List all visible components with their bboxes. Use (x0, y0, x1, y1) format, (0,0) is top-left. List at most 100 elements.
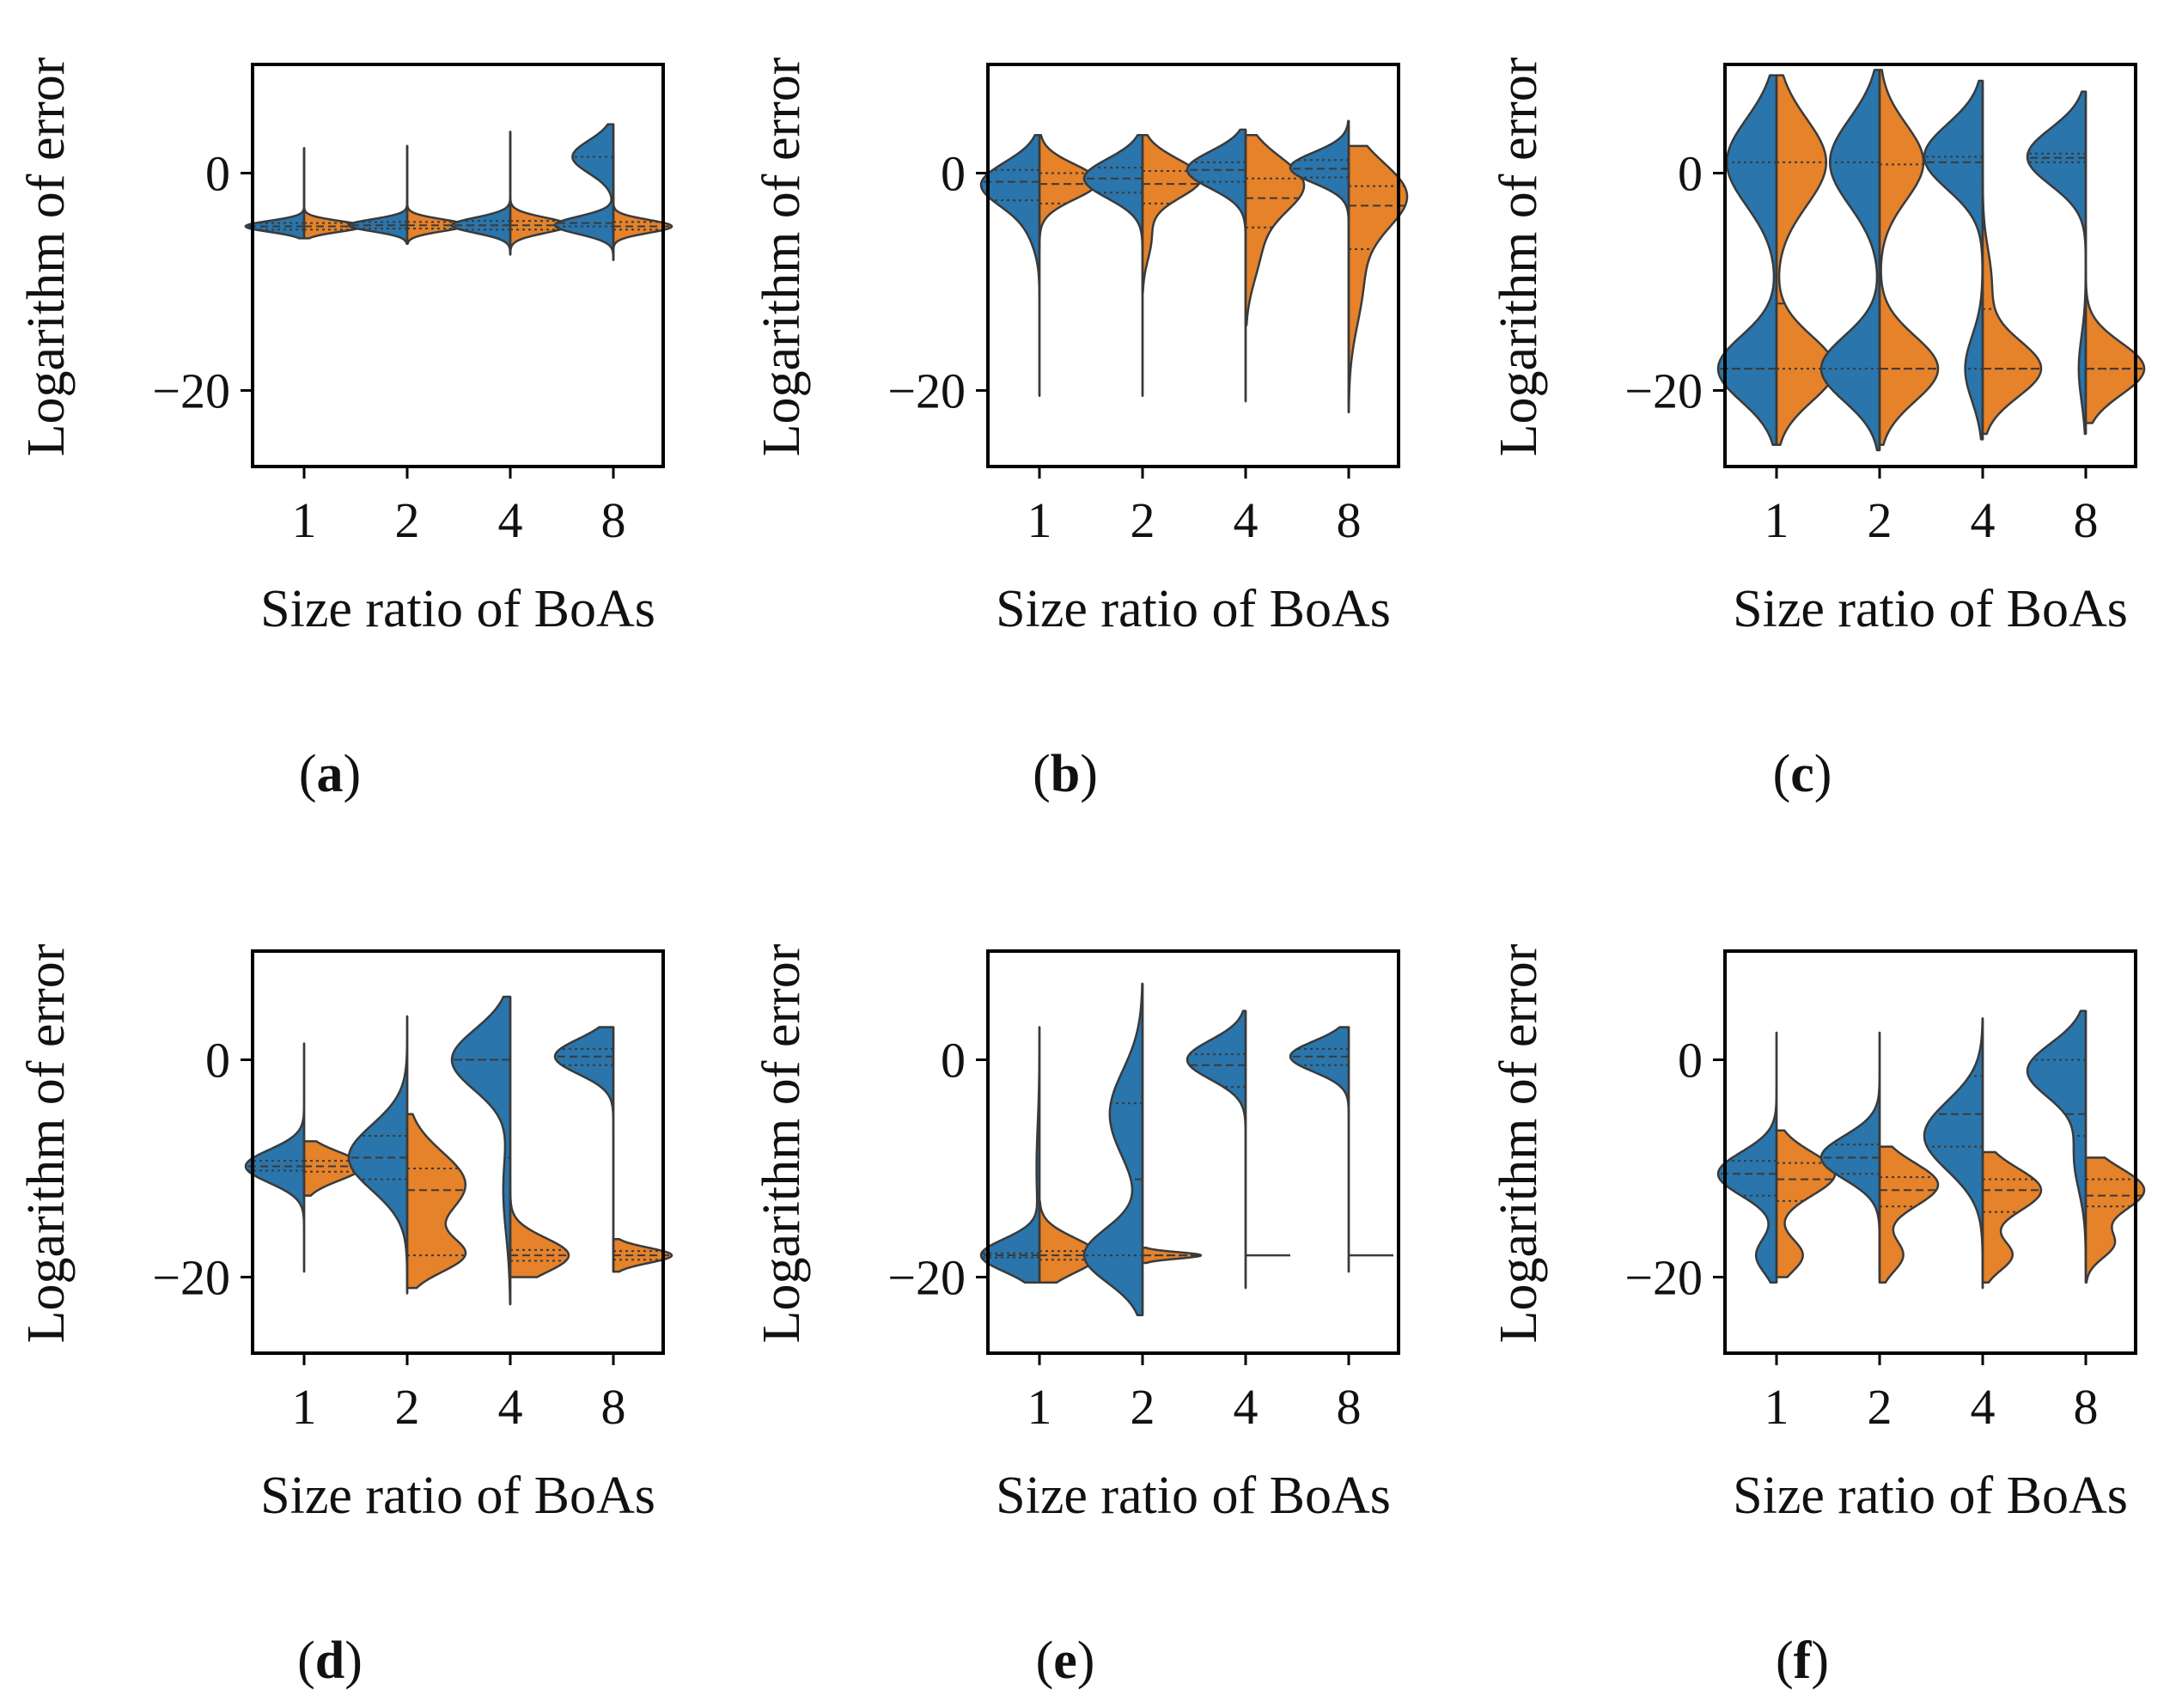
xtick-label: 1 (1764, 1379, 1789, 1435)
xtick-label: 1 (292, 492, 317, 548)
ytick-label: −20 (152, 1249, 230, 1305)
caption-close-paren: ) (344, 1632, 363, 1690)
ytick-label: −20 (887, 363, 966, 418)
violin-2 (1082, 982, 1203, 1316)
panels: 0 −20 1 2 4 8 Size ratio of BoAs Logarithm of e… (17, 57, 2146, 1690)
violin-half-left (450, 995, 512, 1306)
violin-2 (1819, 69, 1940, 452)
violin-8 (2026, 1010, 2146, 1284)
xtick-label: 4 (1971, 1379, 1996, 1435)
ytick-label: −20 (1624, 1249, 1703, 1305)
xtick-label: 8 (2074, 1379, 2099, 1435)
caption-open-paren: ( (1773, 745, 1791, 803)
violin-1 (1716, 1031, 1837, 1284)
subplot-d: 0 −20 1 2 4 8 Size ratio of BoAs Logarithm of e… (17, 943, 673, 1690)
y-axis-label: Logarithm of error (17, 943, 76, 1343)
caption-close-paren: ) (1077, 1632, 1095, 1690)
axes-frame (1723, 949, 2137, 1355)
y-axis-label: Logarithm of error (1490, 57, 1548, 456)
y-axis-label: Logarithm of error (753, 943, 811, 1343)
violin-half-right (1038, 1199, 1100, 1284)
ytick-label: −20 (152, 363, 230, 418)
x-axis-label: Size ratio of BoAs (1733, 1467, 2128, 1525)
axes-frame (251, 949, 665, 1355)
subplot-b: 0 −20 1 2 4 8 Size ratio of BoAs Logarithm of e… (753, 57, 1409, 803)
violin-half-right (1775, 1129, 1837, 1278)
caption-open-paren: ( (297, 1632, 315, 1690)
subplot-caption: (c) (1773, 745, 1832, 803)
y-axis-label: Logarithm of error (1490, 943, 1548, 1343)
subplot-a: 0 −20 1 2 4 8 Size ratio of BoAs Logarithm of e… (17, 57, 673, 803)
violin-4 (450, 995, 570, 1306)
caption-close-paren: ) (344, 745, 362, 803)
subplot-caption: (e) (1036, 1632, 1095, 1690)
violin-8 (553, 1026, 673, 1273)
ytick-label: 0 (1678, 1032, 1703, 1088)
caption-open-paren: ( (1036, 1632, 1054, 1690)
violin-half-right (1038, 133, 1100, 251)
xtick-label: 1 (1027, 492, 1052, 548)
xtick-label: 4 (1234, 492, 1259, 548)
xtick-label: 4 (498, 492, 523, 548)
subplot-caption: (b) (1033, 745, 1098, 803)
xtick-label: 1 (1027, 1379, 1052, 1435)
violin-2 (347, 1015, 467, 1295)
caption-close-paren: ) (1814, 745, 1832, 803)
ytick-label: −20 (1624, 363, 1703, 418)
caption-letter: e (1053, 1632, 1077, 1690)
subplot-caption: (a) (299, 745, 361, 803)
xtick-label: 8 (1337, 492, 1362, 548)
violin-8 (1289, 1026, 1393, 1273)
violin-4 (1923, 79, 2043, 441)
y-axis-label: Logarithm of error (17, 57, 76, 456)
x-axis-label: Size ratio of BoAs (996, 1467, 1391, 1525)
violin-2 (1082, 133, 1203, 398)
axes-frame (1723, 63, 2137, 468)
xtick-label: 2 (1868, 492, 1892, 548)
violin-half-right (1878, 1145, 1940, 1284)
violin-4 (1185, 1010, 1290, 1290)
caption-letter: f (1794, 1632, 1813, 1690)
violin-1 (979, 133, 1100, 398)
violin-2 (1819, 1031, 1940, 1284)
violin-8 (1289, 119, 1409, 414)
caption-letter: c (1790, 745, 1814, 803)
axes-frame (251, 63, 665, 468)
violin-2 (347, 144, 467, 245)
xtick-label: 4 (498, 1379, 523, 1435)
x-axis-label: Size ratio of BoAs (260, 1467, 655, 1525)
violin-half-right (1347, 144, 1409, 414)
caption-letter: b (1051, 745, 1080, 803)
violin-1 (1716, 74, 1837, 446)
caption-letter: a (317, 745, 344, 803)
caption-open-paren: ( (1776, 1632, 1794, 1690)
x-axis-label: Size ratio of BoAs (260, 580, 655, 638)
xtick-label: 8 (1337, 1379, 1362, 1435)
subplot-caption: (d) (297, 1632, 363, 1690)
subplot-e: 0 −20 1 2 4 8 Size ratio of BoAs Logarithm of e… (753, 943, 1400, 1690)
xtick-label: 2 (1131, 492, 1155, 548)
violin-half-right (405, 1113, 467, 1290)
xtick-label: 1 (292, 1379, 317, 1435)
xtick-label: 8 (601, 1379, 626, 1435)
xtick-label: 8 (2074, 492, 2099, 548)
y-axis-label: Logarithm of error (753, 57, 811, 456)
caption-close-paren: ) (1811, 1632, 1829, 1690)
ytick-label: −20 (887, 1249, 966, 1305)
xtick-label: 8 (601, 492, 626, 548)
xtick-label: 4 (1971, 492, 1996, 548)
ytick-label: 0 (205, 1032, 230, 1088)
subplot-c: 0 −20 1 2 4 8 Size ratio of BoAs Logarithm of e… (1490, 57, 2146, 803)
violin-half-left (1082, 982, 1144, 1316)
subplot-caption: (f) (1776, 1632, 1829, 1690)
violin-half-right (1244, 133, 1306, 326)
ytick-label: 0 (941, 1032, 966, 1088)
xtick-label: 4 (1234, 1379, 1259, 1435)
axes-frame (986, 949, 1400, 1355)
subplot-f: 0 −20 1 2 4 8 Size ratio of BoAs Logarithm of e… (1490, 943, 2146, 1690)
caption-open-paren: ( (299, 745, 317, 803)
violin-4 (1923, 1017, 2043, 1290)
caption-open-paren: ( (1033, 745, 1051, 803)
x-axis-label: Size ratio of BoAs (996, 580, 1391, 638)
